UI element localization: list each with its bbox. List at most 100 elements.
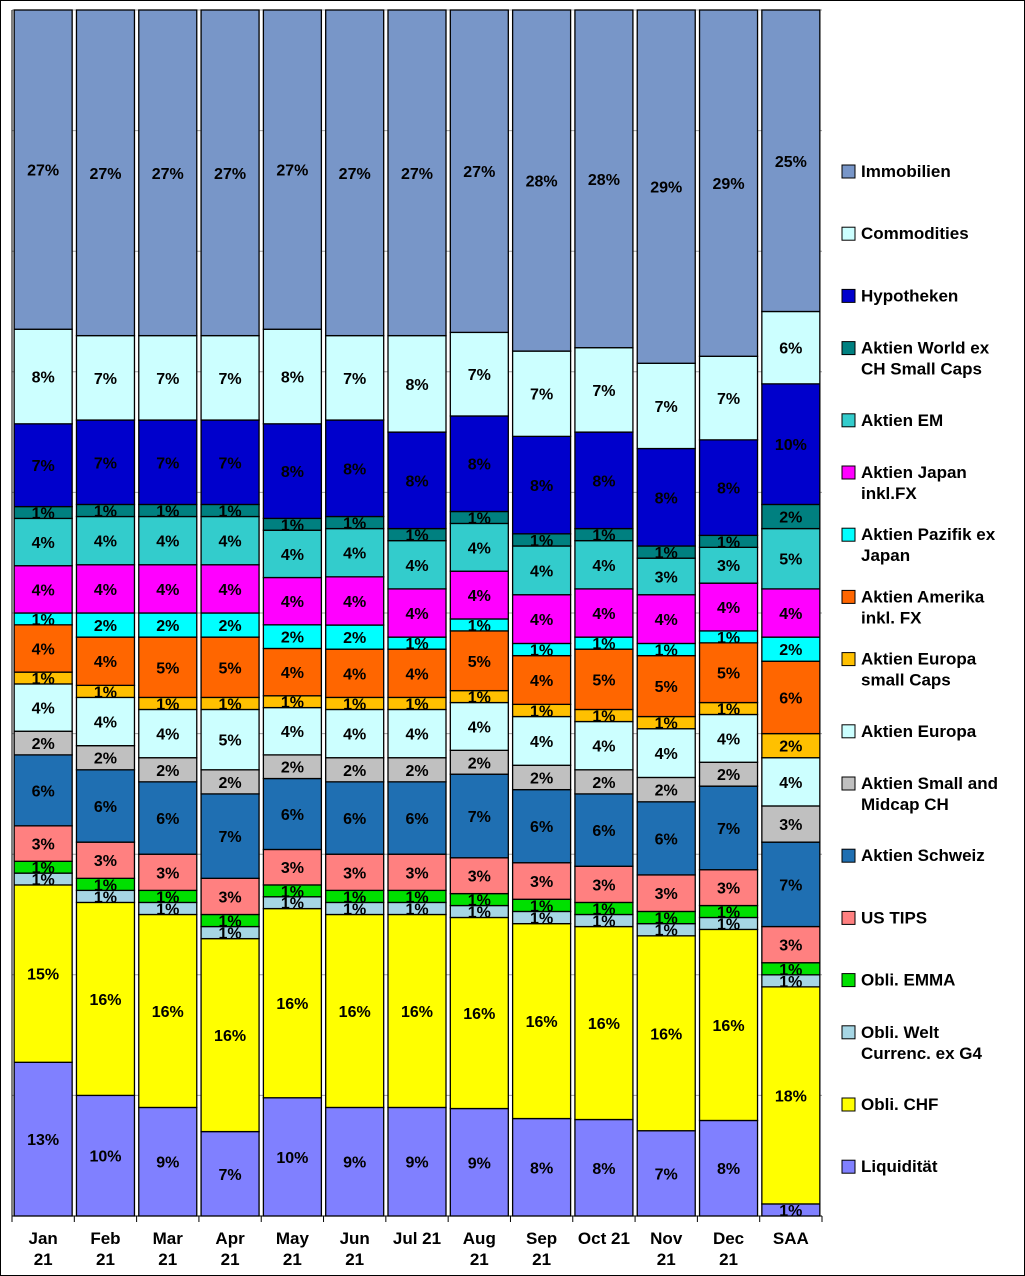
legend-item-aktien-small-and-midcap-ch: Aktien Small and Midcap CH <box>841 774 998 814</box>
bar-segment-aktien-schweiz <box>574 793 634 867</box>
data-label: 16% <box>339 1004 371 1021</box>
data-label: 2% <box>779 510 802 527</box>
data-label: 1% <box>32 671 55 688</box>
bar-segment-immobilien <box>511 9 572 352</box>
data-label: 8% <box>32 370 55 387</box>
bar-segment-us-tips <box>13 825 73 862</box>
data-label: 3% <box>655 886 678 903</box>
legend-item-aktien-pazifik-ex-japan: Aktien Pazifik ex Japan <box>841 525 996 565</box>
bar-segment-obli-chf <box>511 922 572 1120</box>
bar-segment-aktien-europa <box>325 708 385 759</box>
bar-segment-obli-chf <box>325 913 385 1109</box>
data-label: 7% <box>219 829 242 846</box>
axis <box>11 10 823 1222</box>
data-label: 2% <box>94 751 117 768</box>
data-label: 16% <box>401 1004 433 1021</box>
data-label: 6% <box>32 783 55 800</box>
legend-label: Aktien Japan inkl.FX <box>861 463 967 503</box>
data-label: 1% <box>655 545 678 562</box>
bar-segment-hypotheken <box>636 447 696 547</box>
bar-stack-sep-21: 8%16%1%1%3%6%2%4%1%4%1%4%4%1%8%7%28% <box>511 9 572 1217</box>
bar-segment-commodities <box>636 362 696 450</box>
x-tick-label: Sep 21 <box>526 1229 557 1269</box>
data-label: 9% <box>468 1155 491 1172</box>
data-label: 4% <box>32 701 55 718</box>
data-label: 13% <box>27 1132 59 1149</box>
x-tick-label: Jan 21 <box>29 1229 58 1269</box>
data-label: 16% <box>650 1026 682 1043</box>
data-label: 5% <box>219 733 242 750</box>
bar-segment-aktien-pazifik-ex-japan <box>75 612 136 638</box>
data-label: 3% <box>592 877 615 894</box>
data-label: 4% <box>405 606 428 623</box>
data-label: 2% <box>717 767 740 784</box>
bar-segment-aktien-japan-inkl-fx <box>262 576 323 626</box>
bar-segment-liquiditat <box>387 1106 447 1217</box>
legend-label: Immobilien <box>861 162 951 181</box>
data-label: 1% <box>343 516 366 533</box>
data-label: 4% <box>592 739 615 756</box>
bar-segment-aktien-em <box>574 539 634 590</box>
data-label: 27% <box>214 166 246 183</box>
x-tick-label: Aug 21 <box>463 1229 496 1269</box>
data-label: 10% <box>276 1150 308 1167</box>
bar-segment-aktien-europa <box>138 708 198 759</box>
data-label: 1% <box>405 901 428 918</box>
bar-segment-aktien-small-and-midcap-ch <box>200 769 260 795</box>
bar-segment-obli-chf <box>75 901 136 1097</box>
bar-segment-aktien-europa <box>262 706 323 756</box>
data-label: 6% <box>655 831 678 848</box>
data-label: 29% <box>713 176 745 193</box>
bar-segment-aktien-europa <box>636 728 696 779</box>
data-label: 1% <box>405 696 428 713</box>
legend-label: Aktien Pazifik ex Japan <box>861 525 996 565</box>
data-label: 1% <box>530 643 553 660</box>
data-label: 4% <box>779 775 802 792</box>
data-label: 8% <box>530 1160 553 1177</box>
data-label: 4% <box>530 563 553 580</box>
data-label: 3% <box>530 874 553 891</box>
legend-item-aktien-world-ex-ch-small-caps: Aktien World ex CH Small Caps <box>841 339 990 379</box>
legend-label: Aktien Amerika inkl. FX <box>861 587 985 627</box>
data-label: 8% <box>468 457 491 474</box>
data-label: 8% <box>405 473 428 490</box>
bar-segment-commodities <box>449 331 509 417</box>
bar-segment-aktien-small-and-midcap-ch <box>574 769 634 795</box>
data-label: 6% <box>779 341 802 358</box>
bar-stack-saa: 1%18%1%1%3%7%3%4%2%6%2%4%5%2%10%6%25% <box>761 9 821 1220</box>
data-label: 1% <box>717 534 740 551</box>
bar-segment-aktien-amerika-inkl-fx <box>325 648 385 699</box>
data-label: 6% <box>343 811 366 828</box>
bar-segment-aktien-europa <box>387 708 447 759</box>
bar-segment-us-tips <box>449 857 509 895</box>
data-label: 1% <box>94 684 117 701</box>
legend-item-aktien-amerika-inkl-fx: Aktien Amerika inkl. FX <box>841 587 985 627</box>
legend-label: Aktien World ex CH Small Caps <box>861 339 990 379</box>
data-label: 7% <box>717 821 740 838</box>
bar-segment-liquiditat <box>574 1118 634 1217</box>
bar-segment-us-tips <box>325 853 385 892</box>
bar-segment-aktien-japan-inkl-fx <box>761 588 821 638</box>
data-label: 8% <box>405 377 428 394</box>
data-label: 6% <box>779 690 802 707</box>
data-label: 9% <box>156 1155 179 1172</box>
bar-segment-liquiditat <box>200 1130 260 1217</box>
legend-swatch <box>841 973 856 988</box>
data-label: 4% <box>405 666 428 683</box>
bar-segment-hypotheken <box>387 431 447 530</box>
data-label: 1% <box>281 517 304 534</box>
data-label: 7% <box>156 455 179 472</box>
data-label: 5% <box>655 679 678 696</box>
legend-label: Aktien Small and Midcap CH <box>861 774 998 814</box>
data-label: 9% <box>405 1155 428 1172</box>
legend-item-us-tips: US TIPS <box>841 908 927 927</box>
bar-stack-mar-21: 9%16%1%1%3%6%2%4%1%5%2%4%4%1%7%7%27% <box>138 9 198 1217</box>
data-label: 3% <box>32 837 55 854</box>
data-label: 5% <box>779 552 802 569</box>
x-tick-label: Jul 21 <box>393 1229 441 1248</box>
data-label: 3% <box>779 817 802 834</box>
bar-segment-obli-chf <box>200 937 260 1133</box>
data-label: 27% <box>401 166 433 183</box>
data-label: 10% <box>89 1149 121 1166</box>
bar-segment-aktien-em <box>387 539 447 590</box>
